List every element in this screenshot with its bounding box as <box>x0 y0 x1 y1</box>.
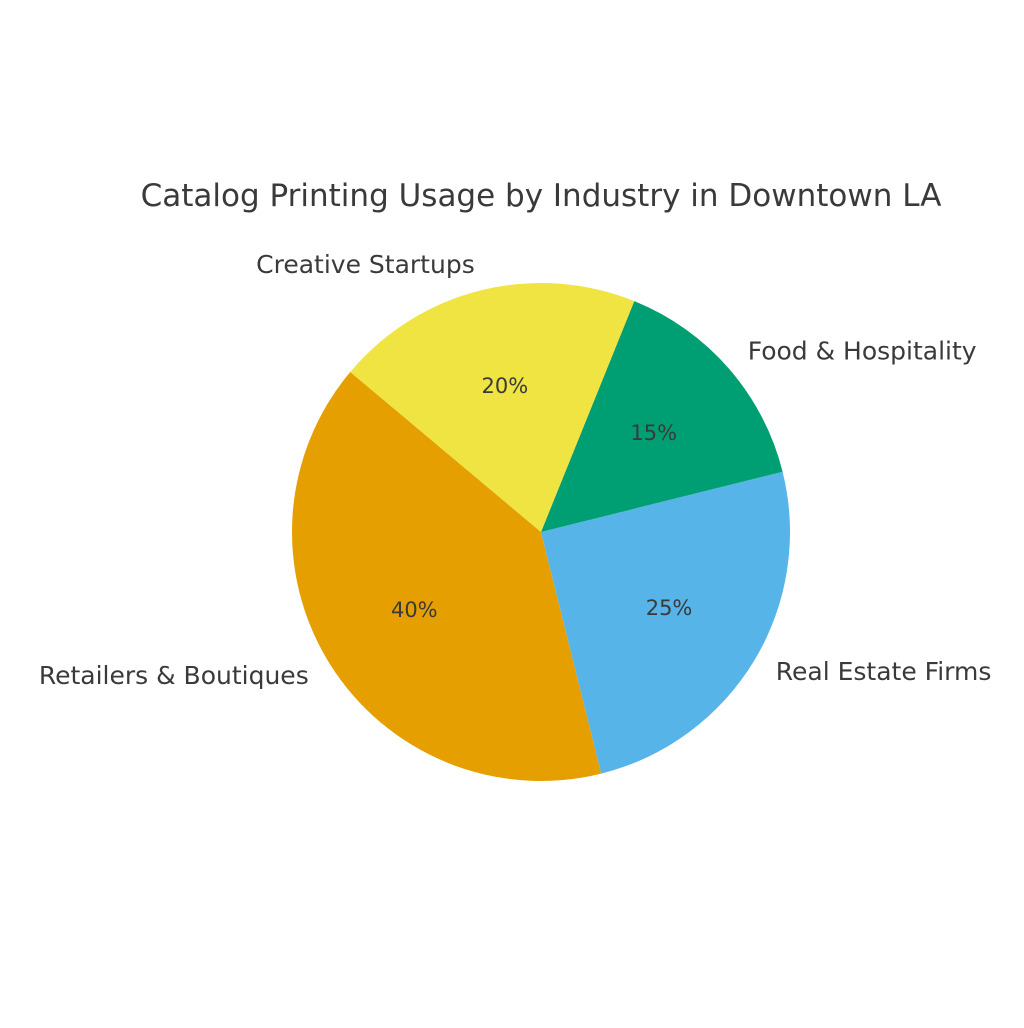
pie-slice-retailers-and-boutiques <box>292 371 602 781</box>
slice-label-food-and-hospitality: Food & Hospitality <box>748 336 977 365</box>
slice-percent-retailers-and-boutiques: 40% <box>391 598 438 622</box>
pie-slice-creative-startups <box>350 282 635 532</box>
slice-percent-food-and-hospitality: 15% <box>630 421 677 445</box>
pie-slices <box>292 282 790 781</box>
slice-label-retailers-and-boutiques: Retailers & Boutiques <box>39 661 309 690</box>
pie-slice-real-estate-firms <box>541 471 790 774</box>
slice-percent-real-estate-firms: 25% <box>646 596 693 620</box>
pie-labels: Retailers & Boutiques 40% Real Estate Firm… <box>39 250 992 690</box>
pie-slice-food-and-hospitality <box>541 301 783 532</box>
chart-title: Catalog Printing Usage by Industry in Do… <box>141 178 942 214</box>
slice-label-real-estate-firms: Real Estate Firms <box>776 657 992 686</box>
slice-percent-creative-startups: 20% <box>482 374 529 398</box>
slice-label-creative-startups: Creative Startups <box>256 250 475 279</box>
